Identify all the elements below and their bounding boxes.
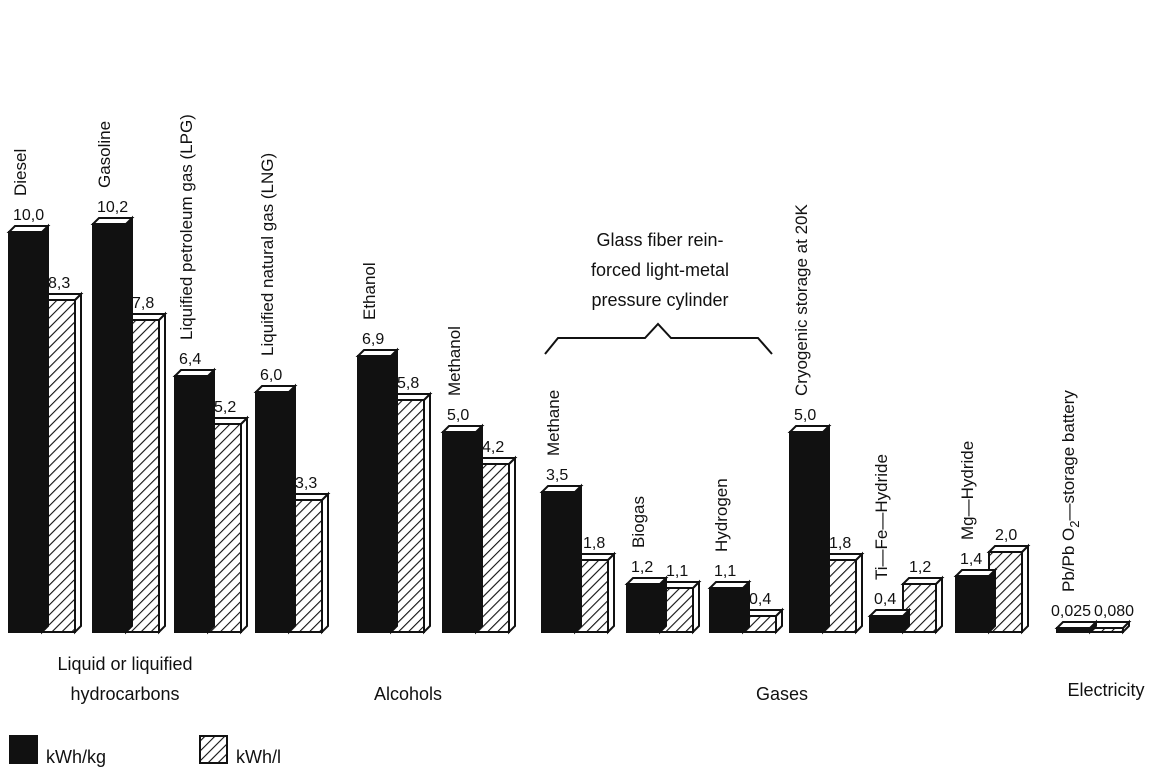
legend-item-kwh-l: kWh/l (199, 735, 281, 767)
value-label-mg-hydride-kwh-kg: 1,4 (960, 551, 982, 568)
value-label-biogas-kwh-l: 1,1 (666, 563, 688, 580)
value-label-hydrogen-kwh-kg: 1,1 (714, 563, 736, 580)
bar-biogas-kwh-kg (624, 575, 669, 635)
bars-layer (6, 215, 1132, 635)
bar-ti-fe-hydride-kwh-kg (867, 607, 912, 635)
bar-diesel-kwh-kg (6, 223, 51, 635)
value-label-diesel-kwh-kg: 10,0 (13, 207, 44, 224)
value-label-pb-pb-o2-storage-battery-kwh-kg: 0,025 (1051, 603, 1091, 620)
bar-pb-pb-o2-storage-battery-kwh-kg (1054, 619, 1099, 635)
bar-cryogenic-storage-at-20k-kwh-kg (787, 423, 832, 635)
bar-mg-hydride-kwh-kg (953, 567, 998, 635)
value-label-hydrogen-kwh-l: 0,4 (749, 591, 771, 608)
value-label-methanol-kwh-kg: 5,0 (447, 407, 469, 424)
group-label-liquid-or-liquified-line-1: Liquid or liquified (57, 654, 192, 674)
legend-label-kwh-l: kWh/l (236, 747, 281, 767)
annotation-line-3: pressure cylinder (591, 290, 728, 310)
value-label-ti-fe-hydride-kwh-kg: 0,4 (874, 591, 896, 608)
category-label-mg-hydride: Mg—Hydride (958, 441, 977, 540)
annotation-brace (544, 322, 773, 355)
bar-ethanol-kwh-kg (355, 347, 400, 635)
value-label-liquified-petroleum-gas-lpg-kwh-kg: 6,4 (179, 351, 201, 368)
bar-gasoline-kwh-kg (90, 215, 135, 635)
value-label-liquified-petroleum-gas-lpg-kwh-l: 5,2 (214, 399, 236, 416)
annotation-line-2: forced light-metal (591, 260, 729, 280)
category-label-methane: Methane (544, 390, 563, 456)
value-label-liquified-natural-gas-lng-kwh-kg: 6,0 (260, 367, 282, 384)
bar-hydrogen-kwh-kg (707, 579, 752, 635)
value-label-mg-hydride-kwh-l: 2,0 (995, 527, 1017, 544)
category-label-liquified-natural-gas-lng: Liquified natural gas (LNG) (258, 153, 277, 356)
value-label-biogas-kwh-kg: 1,2 (631, 559, 653, 576)
annotation-line-1: Glass fiber rein- (596, 230, 723, 250)
category-label-methanol: Methanol (445, 326, 464, 396)
group-label-liquid-or-liquified-line-2: hydrocarbons (70, 684, 179, 704)
bar-methanol-kwh-kg (440, 423, 485, 635)
value-label-ti-fe-hydride-kwh-l: 1,2 (909, 559, 931, 576)
labels-layer: 10,0 8,3 Diesel 10,2 7,8 Gasoline 6,4 5,2 Liquif… (11, 114, 1134, 620)
value-label-liquified-natural-gas-lng-kwh-l: 3,3 (295, 475, 317, 492)
legend-label-kwh-kg: kWh/kg (46, 747, 106, 767)
value-label-gasoline-kwh-kg: 10,2 (97, 199, 128, 216)
pressure-cylinder-annotation: Glass fiber rein-forced light-metal press… (544, 230, 773, 355)
legend: kWh/kg kWh/l (9, 735, 281, 767)
bar-hydrogen-kwh-l (740, 607, 785, 635)
bar-liquified-natural-gas-lng-kwh-kg (253, 383, 298, 635)
value-label-gasoline-kwh-l: 7,8 (132, 295, 154, 312)
value-label-diesel-kwh-l: 8,3 (48, 275, 70, 292)
bar-liquified-petroleum-gas-lpg-kwh-kg (172, 367, 217, 635)
group-label-alcohols-line-1: Alcohols (374, 684, 442, 704)
bar-methane-kwh-kg (539, 483, 584, 635)
category-label-diesel: Diesel (11, 149, 30, 196)
value-label-pb-pb-o2-storage-battery-kwh-l: 0,080 (1094, 603, 1134, 620)
group-label-gases-line-1: Gases (756, 684, 808, 704)
value-label-cryogenic-storage-at-20k-kwh-l: 1,8 (829, 535, 851, 552)
legend-swatch-kwh-l (199, 735, 228, 764)
legend-swatch-kwh-kg (9, 735, 38, 764)
category-label-hydrogen: Hydrogen (712, 478, 731, 552)
category-label-gasoline: Gasoline (95, 121, 114, 188)
category-label-ethanol: Ethanol (360, 262, 379, 320)
value-label-ethanol-kwh-l: 5,8 (397, 375, 419, 392)
value-label-ethanol-kwh-kg: 6,9 (362, 331, 384, 348)
category-label-cryogenic-storage-at-20k: Cryogenic storage at 20K (792, 204, 811, 396)
value-label-methane-kwh-l: 1,8 (583, 535, 605, 552)
category-label-liquified-petroleum-gas-lpg: Liquified petroleum gas (LPG) (177, 114, 196, 340)
value-label-methanol-kwh-l: 4,2 (482, 439, 504, 456)
category-label-pb-pb-o2-storage-battery: Pb/Pb O2—storage battery (1059, 390, 1082, 592)
bar-cryogenic-storage-at-20k-kwh-l (820, 551, 865, 635)
category-label-ti-fe-hydride: Ti—Fe—Hydride (872, 454, 891, 580)
group-labels: Liquid or liquified hydrocarbons Alcohols G… (57, 654, 1144, 704)
category-label-biogas: Biogas (629, 496, 648, 548)
value-label-cryogenic-storage-at-20k-kwh-kg: 5,0 (794, 407, 816, 424)
legend-item-kwh-kg: kWh/kg (9, 735, 106, 767)
group-label-electricity-line-1: Electricity (1067, 680, 1144, 700)
value-label-methane-kwh-kg: 3,5 (546, 467, 568, 484)
